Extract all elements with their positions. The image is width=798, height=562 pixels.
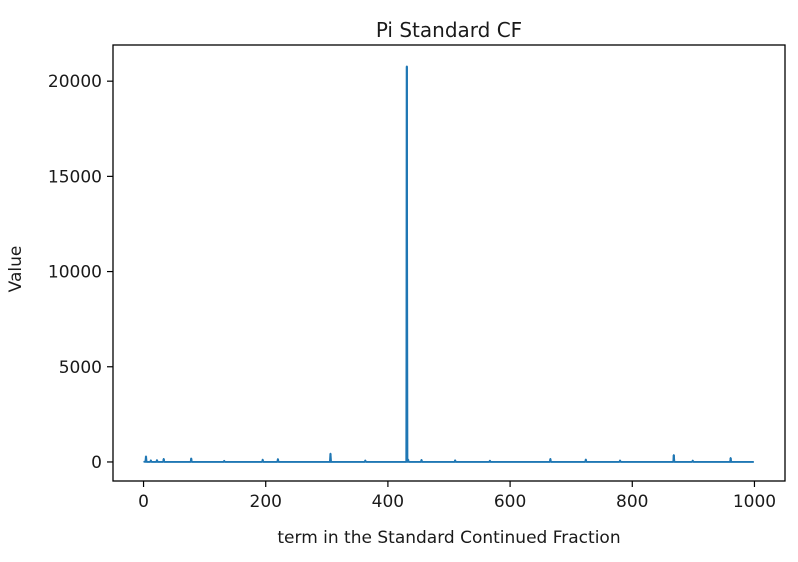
x-tick-label: 400 — [372, 492, 404, 512]
y-tick-label: 20000 — [48, 72, 102, 92]
y-tick-label: 10000 — [48, 263, 102, 283]
series-line — [143, 65, 755, 463]
x-axis-label: term in the Standard Continued Fraction — [277, 528, 620, 548]
chart-title: Pi Standard CF — [376, 18, 522, 42]
y-axis-label: Value — [6, 246, 26, 293]
y-tick-label: 5000 — [59, 358, 102, 378]
plot-area — [142, 65, 755, 463]
x-tick-label: 1000 — [733, 492, 776, 512]
y-tick-label: 0 — [91, 453, 102, 473]
x-tick-label: 200 — [250, 492, 282, 512]
y-axis: 0 5000 10000 15000 20000 — [48, 72, 113, 473]
x-axis: 0 200 400 600 800 1000 — [138, 481, 776, 512]
x-tick-label: 0 — [138, 492, 149, 512]
x-tick-label: 800 — [616, 492, 648, 512]
plot-frame — [112, 44, 786, 482]
x-tick-label: 600 — [494, 492, 526, 512]
y-tick-label: 15000 — [48, 167, 102, 187]
